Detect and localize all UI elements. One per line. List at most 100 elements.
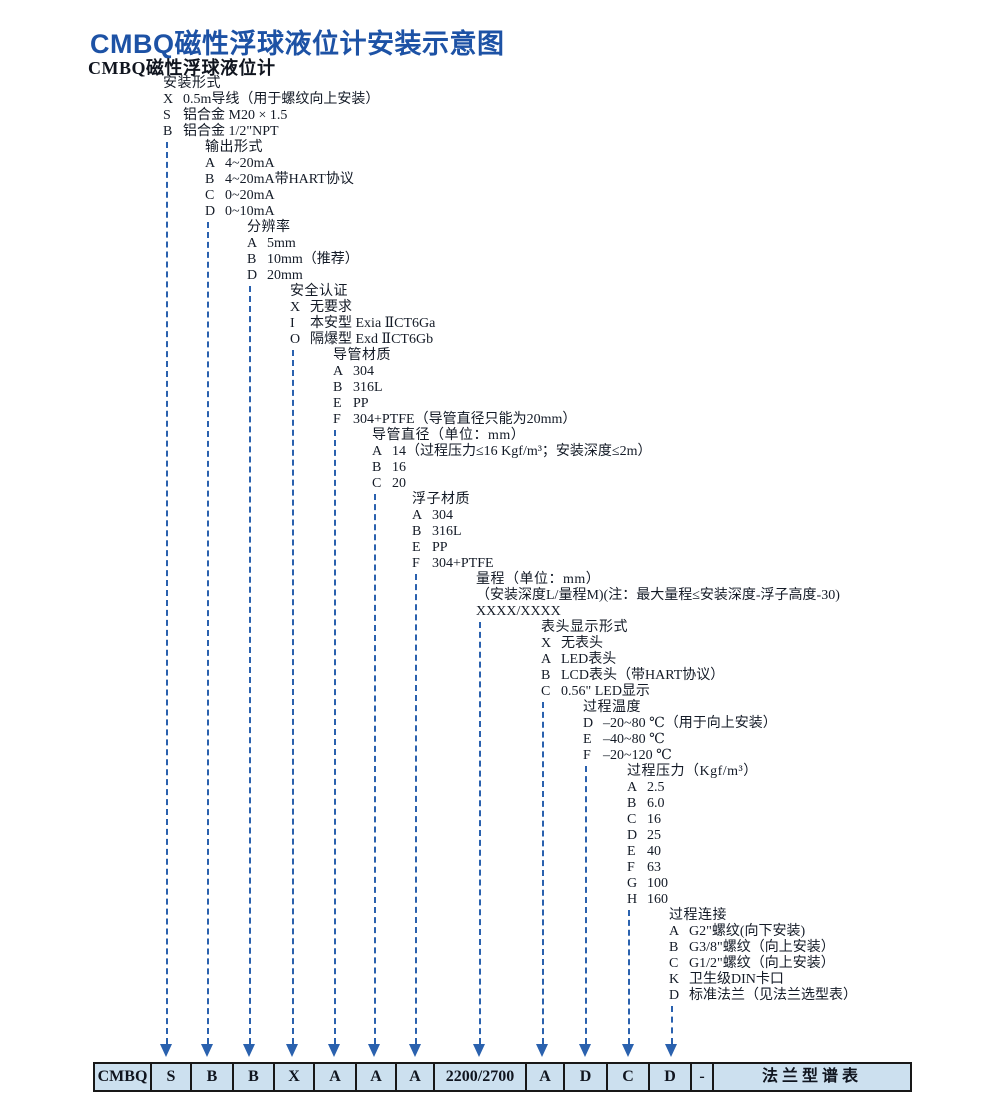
option-text: 16 [647, 812, 661, 827]
option-text: LCD表头（带HART协议） [561, 668, 725, 683]
option-text: 5mm [267, 236, 296, 251]
option-code: A [205, 156, 216, 171]
flow-line [585, 766, 587, 1044]
option-code: C [627, 812, 637, 827]
spec-option: D 25 [627, 828, 661, 844]
option-text: 20mm [267, 268, 303, 283]
option-text: –20~120 ℃ [603, 748, 672, 763]
spec-option: H 160 [627, 892, 668, 908]
option-text: 隔爆型 Exd ⅡCT6Gb [310, 332, 434, 347]
option-code: K [669, 972, 680, 987]
spec-option: X 0.5m导线（用于螺纹向上安装） [163, 92, 379, 108]
spec-group-header: 导管材质 [333, 348, 391, 364]
arrow-down-icon [409, 1044, 421, 1057]
option-code: D [627, 828, 638, 843]
page-title: CMBQ磁性浮球液位计安装示意图 [90, 29, 505, 59]
option-text: 304+PTFE（导管直径只能为20mm） [353, 412, 577, 427]
spec-option: D 标准法兰（见法兰选型表） [669, 988, 857, 1004]
spec-option: C 0~20mA [205, 188, 275, 204]
arrow-down-icon [368, 1044, 380, 1057]
option-text: PP [353, 396, 369, 411]
group-header-text: 表头显示形式 [541, 620, 628, 635]
option-text: 卫生级DIN卡口 [689, 972, 784, 987]
option-code: B [627, 796, 637, 811]
spec-option: B LCD表头（带HART协议） [541, 668, 724, 684]
option-text: G3/8"螺纹（向上安装） [689, 940, 835, 955]
spec-option: D –20~80 ℃（用于向上安装） [583, 716, 777, 732]
spec-option: E PP [412, 540, 448, 556]
option-text: 0.56" LED显示 [561, 684, 650, 699]
flow-line [207, 222, 209, 1044]
option-code: C [372, 476, 382, 491]
spec-group-header: 输出形式 [205, 140, 263, 156]
spec-option: B 16 [372, 460, 406, 476]
option-code: D [669, 988, 680, 1003]
arrow-down-icon [622, 1044, 634, 1057]
spec-option: A 304 [412, 508, 453, 524]
option-text: 6.0 [647, 796, 665, 811]
spec-option: B 6.0 [627, 796, 665, 812]
group-header-text: 过程温度 [583, 700, 641, 715]
spec-option: XXXX/XXXX [476, 604, 561, 620]
arrow-down-icon [160, 1044, 172, 1057]
option-text: 10mm（推荐） [267, 252, 359, 267]
spec-group-header: 安装形式 [163, 76, 221, 92]
spec-option: E 40 [627, 844, 661, 860]
spec-option: A 2.5 [627, 780, 665, 796]
code-cell: CMBQ [95, 1064, 152, 1090]
group-header-text: 导管直径（单位：mm） [372, 428, 526, 443]
spec-option: C 20 [372, 476, 406, 492]
option-text: 304 [353, 364, 374, 379]
code-cell: A [527, 1064, 565, 1090]
option-code: X [290, 300, 301, 315]
arrow-down-icon [579, 1044, 591, 1057]
flow-line [374, 494, 376, 1044]
option-code: C [669, 956, 679, 971]
option-code: S [163, 108, 171, 123]
option-code: B [372, 460, 382, 475]
option-code: B [669, 940, 679, 955]
code-cell: A [315, 1064, 357, 1090]
spec-option: E –40~80 ℃ [583, 732, 665, 748]
spec-group-header: 分辨率 [247, 220, 291, 236]
option-code: F [333, 412, 341, 427]
option-text: 4~20mA [225, 156, 275, 171]
option-text: 100 [647, 876, 668, 891]
option-text: 无要求 [310, 300, 352, 315]
spec-option: A 14（过程压力≤16 Kgf/m³；安装深度≤2m） [372, 444, 652, 460]
option-code: X [541, 636, 552, 651]
spec-option: K 卫生级DIN卡口 [669, 972, 784, 988]
spec-option: C 0.56" LED显示 [541, 684, 650, 700]
option-code: B [163, 124, 173, 139]
spec-option: A LED表头 [541, 652, 616, 668]
option-text: 160 [647, 892, 668, 907]
option-code: D [205, 204, 216, 219]
code-cell: C [608, 1064, 650, 1090]
spec-group-header: 过程压力（Kgf/m³） [627, 764, 758, 780]
group-header-text: 过程连接 [669, 908, 727, 923]
spec-option: A 5mm [247, 236, 296, 252]
option-code: A [333, 364, 344, 379]
flow-line [628, 910, 630, 1044]
option-text: 316L [353, 380, 383, 395]
option-text: 无表头 [561, 636, 603, 651]
group-header-text: 分辨率 [247, 220, 291, 235]
option-text: 20 [392, 476, 406, 491]
option-code: F [583, 748, 591, 763]
option-code: B [541, 668, 551, 683]
arrow-down-icon [665, 1044, 677, 1057]
group-header-text: 量程（单位：mm） [476, 572, 601, 587]
code-table: CMBQ S B B X A A A 2200/2700 A D C D - 法兰型谱表 [93, 1062, 912, 1092]
option-code: F [627, 860, 635, 875]
option-code: B [247, 252, 257, 267]
flow-line [671, 1006, 673, 1044]
spec-option: X 无表头 [541, 636, 603, 652]
spec-group-header: 安全认证 [290, 284, 348, 300]
flow-line [415, 574, 417, 1044]
option-code: H [627, 892, 638, 907]
spec-option: B 4~20mA带HART协议 [205, 172, 354, 188]
code-cell: - [692, 1064, 714, 1090]
spec-option: B 316L [333, 380, 383, 396]
spec-option: S 铝合金 M20 × 1.5 [163, 108, 287, 124]
